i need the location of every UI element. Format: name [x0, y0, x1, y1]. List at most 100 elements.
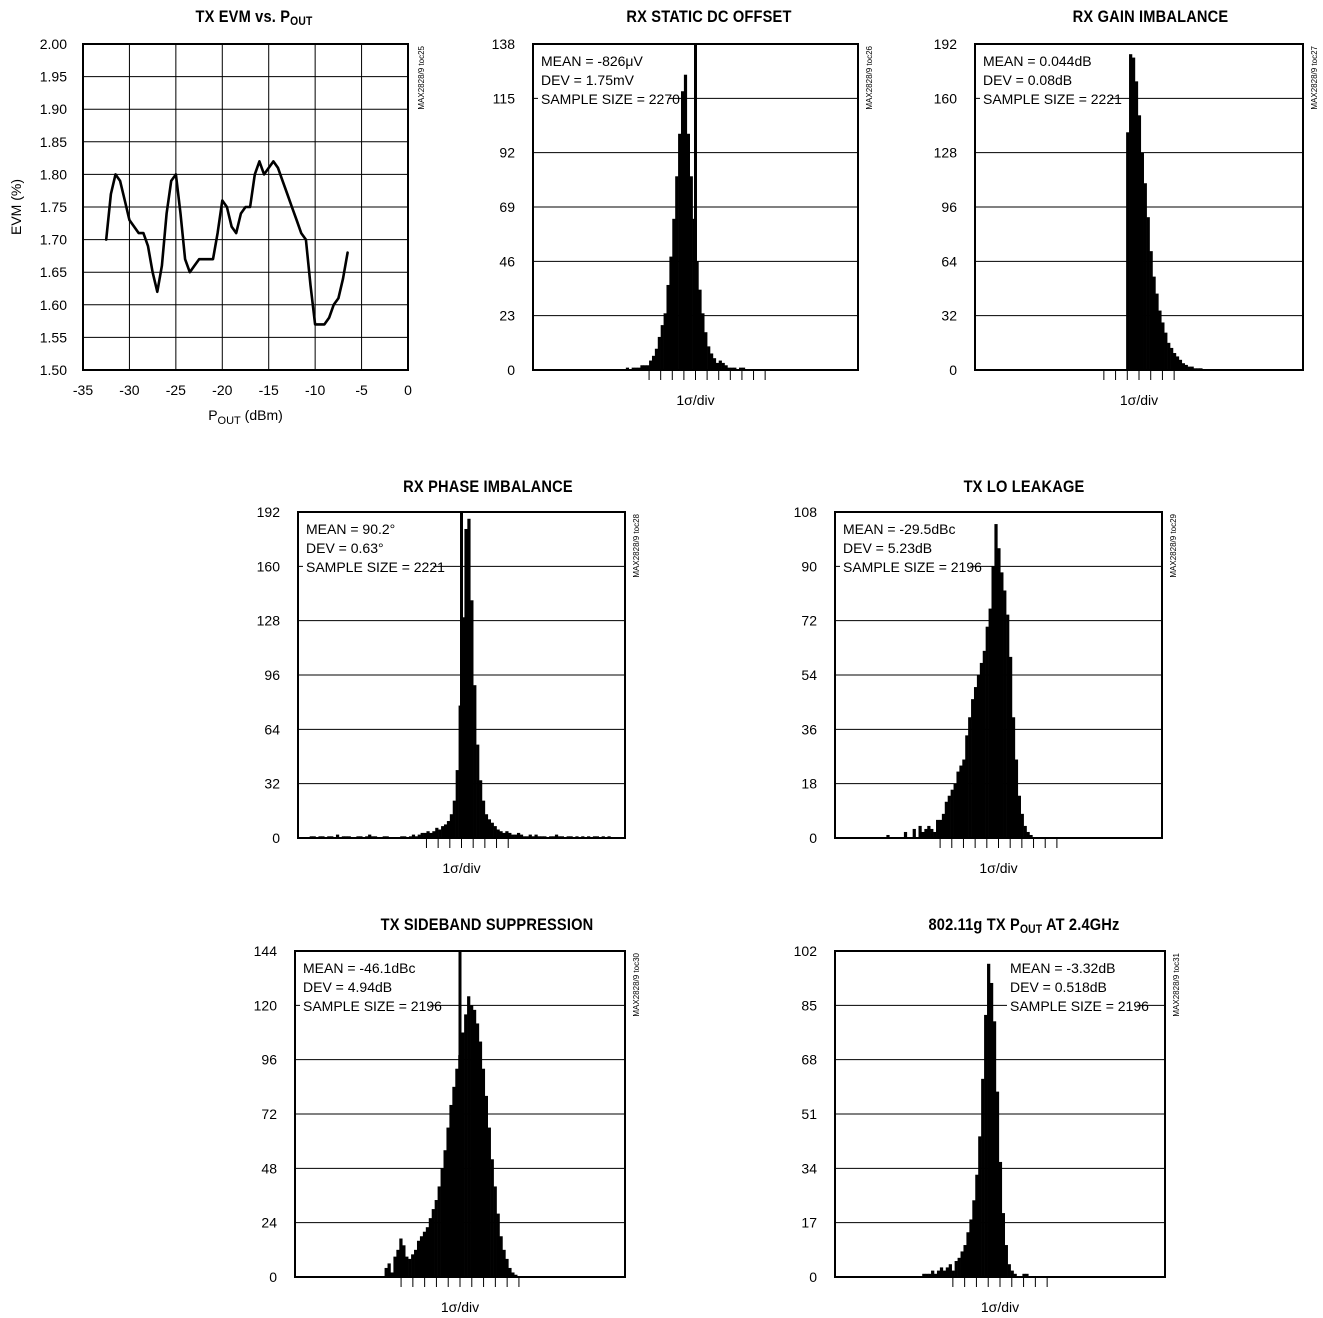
y-tick-label: 1.70 — [40, 232, 67, 248]
histogram-bar — [739, 367, 743, 370]
x-axis-label: POUT (dBm) — [208, 407, 283, 427]
stat-bg — [538, 70, 627, 88]
x-tick-label: -10 — [305, 382, 325, 398]
series-line-evm — [104, 160, 349, 326]
histogram-bar — [1126, 132, 1130, 370]
stat-bg — [300, 958, 410, 976]
histogram-bar — [461, 1032, 465, 1277]
histogram-bar — [991, 566, 995, 838]
histogram-bar — [936, 819, 940, 838]
histogram-bar — [1129, 54, 1133, 370]
stat-text: MEAN = 90.2° — [306, 521, 395, 537]
histogram-bar — [969, 1219, 973, 1277]
histogram-bar — [666, 284, 670, 370]
y-tick-label: 0 — [269, 1269, 277, 1285]
y-tick-label: 68 — [801, 1052, 817, 1068]
y-tick-label: 1.90 — [40, 101, 67, 117]
histogram-bar — [730, 367, 734, 370]
y-tick-label: 1.75 — [40, 199, 67, 215]
y-tick-label: 96 — [941, 199, 957, 215]
y-tick-label: 138 — [492, 36, 516, 52]
x-axis-label: 1σ/div — [442, 860, 480, 876]
histogram-bar — [649, 360, 653, 370]
histogram-bar — [1000, 572, 1004, 838]
y-tick-label: 17 — [801, 1215, 817, 1231]
histogram-bar — [975, 1174, 979, 1277]
histogram-bar — [514, 834, 518, 838]
histogram-bar — [979, 662, 984, 838]
histogram-bar — [502, 1249, 506, 1277]
histogram-bar — [657, 336, 661, 370]
y-tick-label: 192 — [934, 36, 958, 52]
y-tick-label: 32 — [941, 308, 957, 324]
stat-bg — [300, 996, 431, 1014]
histogram-bar — [414, 1249, 418, 1277]
histogram-bar — [625, 367, 630, 370]
stat-bg — [303, 557, 434, 575]
y-tick-label: 108 — [794, 504, 818, 520]
y-tick-label: 85 — [801, 997, 817, 1013]
histogram-bar — [669, 256, 673, 370]
histogram-bar — [989, 982, 994, 1277]
histogram-bar — [1158, 310, 1162, 370]
chart-title: TX SIDEBAND SUPPRESSION — [380, 915, 594, 934]
histogram-bar — [950, 789, 954, 838]
histogram-bar — [981, 1078, 985, 1277]
histogram-bar — [936, 1270, 941, 1277]
histogram-bar — [1001, 1213, 1006, 1277]
histogram-bar — [476, 744, 480, 838]
histogram-bar — [423, 832, 427, 838]
histogram-bar — [954, 1261, 958, 1277]
histogram-bar — [461, 617, 465, 838]
histogram-bar — [931, 1270, 935, 1277]
histogram-bar — [712, 358, 717, 370]
chart-panel-toc27: RX GAIN IMBALANCE 0 32 64 96 128 160 192 MEAN =… — [880, 0, 1323, 440]
chart-svg: 0 32 64 96 128 160 192 MEAN = 0.044dB DEV = 0.08… — [934, 36, 1319, 408]
histogram-bar — [978, 1136, 982, 1277]
histogram-bar — [948, 1264, 952, 1277]
y-tick-label: 144 — [254, 943, 278, 959]
histogram-bar — [1161, 322, 1165, 370]
source-id: MAX2828/9 toc31 — [1172, 952, 1181, 1016]
histogram-bar — [455, 1068, 459, 1277]
histogram-bar — [1022, 1273, 1026, 1277]
histogram-bar — [467, 518, 471, 838]
x-tick-label: -5 — [355, 382, 368, 398]
y-tick-label: 92 — [499, 145, 515, 161]
histogram-bar — [710, 353, 714, 370]
histogram-bar — [502, 832, 506, 838]
histogram-bar — [944, 801, 948, 838]
stat-bg — [980, 89, 1111, 107]
histogram-bar — [985, 626, 989, 838]
y-tick-label: 1.50 — [40, 362, 67, 378]
histogram-bar — [634, 367, 638, 370]
histogram-bar — [1155, 293, 1159, 370]
stat-bg — [840, 519, 950, 537]
histogram-bar — [411, 834, 416, 838]
histogram-bar — [718, 360, 722, 370]
stat-text: MEAN = -29.5dBc — [843, 521, 955, 537]
y-tick-label: 2.00 — [40, 36, 67, 52]
histogram-bar — [499, 831, 503, 838]
chart-title: RX STATIC DC OFFSET — [626, 7, 792, 26]
histogram-bar — [675, 176, 679, 370]
histogram-bar — [528, 834, 532, 838]
histogram-bar — [886, 834, 890, 838]
y-tick-label: 0 — [507, 362, 515, 378]
histogram-bar — [554, 834, 559, 838]
histogram-bar — [995, 1091, 1000, 1277]
source-id: MAX2828/9 toc26 — [865, 45, 874, 109]
chart-svg: 0 23 46 69 92 115 138 MEAN = -826μV DEV = 1.75mV… — [492, 36, 874, 408]
histogram-bar — [957, 1257, 961, 1277]
x-tick-label: -20 — [212, 382, 232, 398]
histogram-bar — [951, 1270, 955, 1277]
histogram-bar — [425, 1227, 430, 1277]
y-tick-label: 18 — [801, 776, 817, 792]
y-tick-label: 102 — [794, 943, 818, 959]
histogram-bar — [484, 1095, 488, 1277]
stat-bg — [303, 538, 385, 556]
y-tick-label: 0 — [809, 1269, 817, 1285]
source-id: MAX2828/9 toc29 — [1169, 513, 1178, 577]
histogram-bar — [680, 91, 685, 371]
histogram-bar — [1187, 366, 1191, 370]
